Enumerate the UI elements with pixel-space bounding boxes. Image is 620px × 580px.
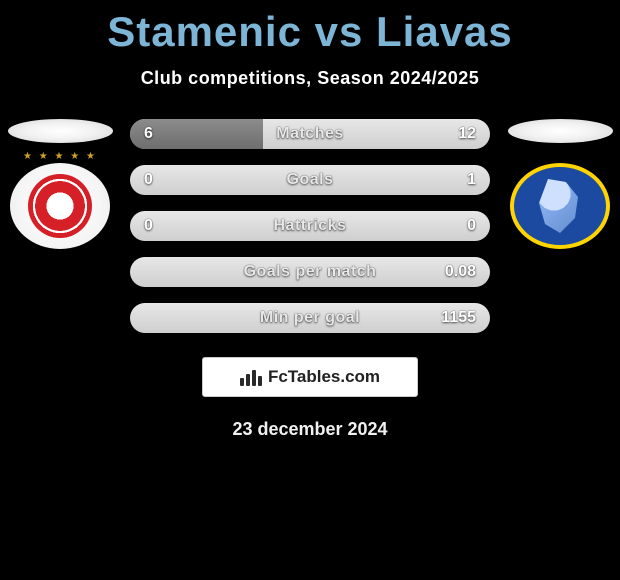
- stat-value-left: 0: [130, 171, 190, 189]
- stat-bar: 0Goals1: [130, 165, 490, 195]
- stat-value-left: 6: [130, 125, 190, 143]
- stat-label: Goals: [190, 171, 430, 189]
- subtitle: Club competitions, Season 2024/2025: [0, 68, 620, 89]
- stat-value-right: 1: [430, 171, 490, 189]
- club-crest-left: [28, 174, 92, 238]
- stat-bars: 6Matches120Goals10Hattricks0Goals per ma…: [130, 119, 490, 333]
- page-title: Stamenic vs Liavas: [0, 0, 620, 56]
- stat-value-left: 0: [130, 217, 190, 235]
- stat-label: Goals per match: [190, 263, 430, 281]
- stat-value-right: 1155: [430, 309, 490, 327]
- club-crest-right: [530, 176, 590, 236]
- club-badge-left: ★ ★ ★ ★ ★: [10, 163, 110, 249]
- stat-bar: Goals per match0.08: [130, 257, 490, 287]
- stat-label: Hattricks: [190, 217, 430, 235]
- player-left-head-placeholder: [8, 119, 113, 143]
- club-badge-right: [510, 163, 610, 249]
- stat-label: Min per goal: [190, 309, 430, 327]
- stat-value-right: 0: [430, 217, 490, 235]
- comparison-panel: ★ ★ ★ ★ ★ 6Matches120Goals10Hattricks0Go…: [0, 119, 620, 333]
- stars-icon: ★ ★ ★ ★ ★: [23, 151, 97, 162]
- stat-bar: 0Hattricks0: [130, 211, 490, 241]
- attribution-text: FcTables.com: [268, 367, 380, 387]
- stat-bar: 6Matches12: [130, 119, 490, 149]
- date-label: 23 december 2024: [0, 419, 620, 440]
- stat-value-right: 0.08: [430, 263, 490, 281]
- attribution-badge: FcTables.com: [202, 357, 418, 397]
- player-right-head-placeholder: [508, 119, 613, 143]
- stat-bar: Min per goal1155: [130, 303, 490, 333]
- stat-label: Matches: [190, 125, 430, 143]
- player-left-slot: ★ ★ ★ ★ ★: [0, 119, 120, 249]
- bar-chart-icon: [240, 368, 262, 386]
- player-right-slot: [500, 119, 620, 249]
- stat-value-right: 12: [430, 125, 490, 143]
